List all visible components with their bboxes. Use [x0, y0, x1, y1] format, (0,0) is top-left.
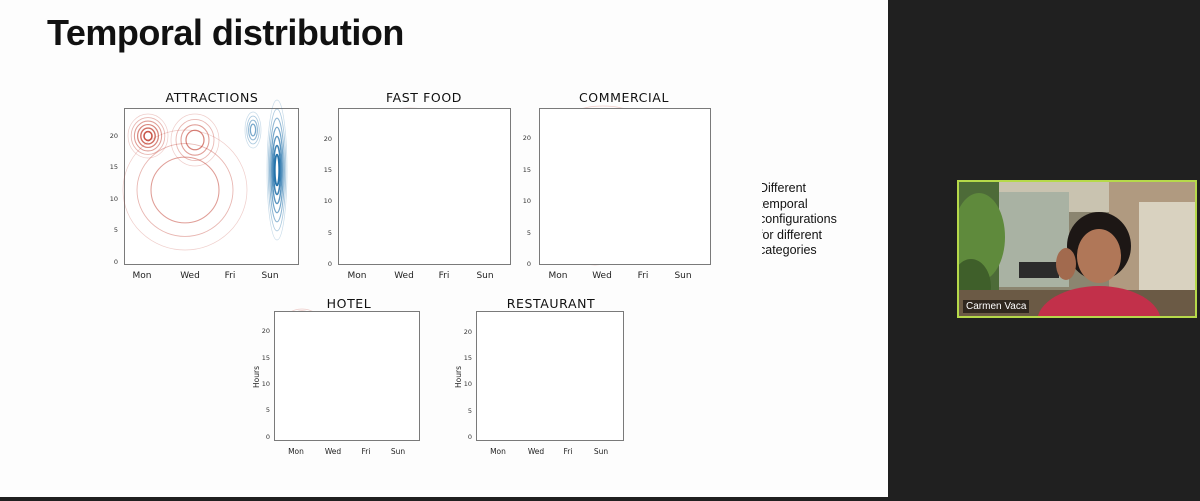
y-tick: 0 — [113, 258, 118, 266]
chart-title-attractions: ATTRACTIONS — [165, 90, 259, 105]
contour-line — [273, 153, 281, 187]
y-tick: 10 — [522, 197, 531, 205]
x-tick: Fri — [224, 271, 236, 281]
contour-line — [127, 113, 169, 159]
y-tick: 15 — [323, 166, 332, 174]
contour-line — [267, 108, 287, 232]
contour-line — [180, 124, 210, 156]
contour-line — [244, 111, 262, 149]
x-tick: Fri — [438, 271, 450, 281]
side-note-line: for different — [762, 227, 823, 242]
side-note-line: Different — [762, 181, 807, 195]
contour-line — [271, 135, 283, 205]
x-tick: Sun — [674, 271, 692, 281]
slide-title: Temporal distribution — [47, 12, 404, 53]
y-tick: 0 — [327, 260, 332, 268]
y-tick: 10 — [261, 380, 270, 388]
y-tick: 20 — [109, 132, 118, 140]
x-tick: Fri — [361, 447, 371, 456]
contour-line — [136, 123, 160, 149]
presentation-slide: Temporal distribution ATTRACTIONS 20 15 … — [0, 0, 888, 497]
y-tick: 20 — [463, 328, 472, 336]
y-tick: 5 — [526, 229, 531, 237]
x-tick: Mon — [132, 271, 152, 281]
participant-video-feed — [959, 182, 1195, 316]
x-tick: Wed — [324, 447, 342, 456]
side-note-line: categories — [762, 243, 817, 257]
contour-line — [272, 144, 282, 196]
x-tick: Mon — [490, 447, 506, 456]
side-note-line: temporal — [762, 196, 808, 211]
contour-line — [150, 156, 220, 224]
contour-line — [140, 127, 156, 145]
y-tick: 20 — [323, 135, 332, 143]
y-tick: 5 — [265, 406, 270, 414]
x-tick: Wed — [592, 271, 612, 281]
x-tick: Sun — [476, 271, 494, 281]
x-tick: Mon — [548, 271, 568, 281]
y-tick: 5 — [327, 229, 332, 237]
x-tick: Mon — [288, 447, 304, 456]
contour-line — [185, 129, 205, 151]
side-note: Different temporal configurations for di… — [762, 181, 872, 259]
contour-line — [269, 117, 285, 223]
contour-line — [270, 126, 284, 214]
chart-title-commercial: COMMERCIAL — [578, 90, 670, 105]
x-tick: Fri — [563, 447, 573, 456]
y-tick: 0 — [526, 260, 531, 268]
contour-plot-restaurant — [476, 311, 624, 441]
contour-line — [175, 118, 215, 162]
y-tick: 15 — [261, 354, 270, 362]
y-tick: 10 — [323, 197, 332, 205]
y-tick: 20 — [261, 327, 270, 335]
contour-line — [246, 115, 260, 145]
contour-line — [249, 123, 257, 137]
chart-title-hotel: HOTEL — [326, 296, 372, 311]
y-tick: 15 — [109, 163, 118, 171]
x-tick: Wed — [180, 271, 200, 281]
contour-plot-fast-food — [338, 108, 511, 265]
contour-plot-hotel — [274, 311, 420, 441]
contour-plot-attractions — [124, 108, 299, 265]
contour-line — [266, 99, 288, 241]
y-tick: 0 — [467, 433, 472, 441]
contour-line — [133, 120, 163, 152]
contour-line — [170, 113, 220, 167]
y-tick: 0 — [265, 433, 270, 441]
side-note-line: configurations — [762, 212, 837, 226]
contour-line — [122, 129, 248, 251]
participant-video-tile[interactable]: Carmen Vaca — [957, 180, 1197, 318]
y-tick: 20 — [522, 134, 531, 142]
contour-plot-commercial — [539, 108, 711, 265]
x-tick: Wed — [527, 447, 545, 456]
contour-line — [143, 130, 153, 142]
y-tick: 15 — [463, 354, 472, 362]
x-tick: Mon — [347, 271, 367, 281]
chart-title-fast-food: FAST FOOD — [385, 90, 463, 105]
y-tick: 15 — [522, 166, 531, 174]
x-tick: Fri — [637, 271, 649, 281]
contour-line — [130, 117, 166, 155]
x-tick: Sun — [390, 447, 406, 456]
x-tick: Sun — [261, 271, 279, 281]
contour-line — [136, 143, 234, 237]
y-tick: 5 — [467, 407, 472, 415]
contour-line — [248, 119, 258, 141]
chart-title-restaurant: RESTAURANT — [506, 296, 596, 311]
x-tick: Wed — [394, 271, 414, 281]
participant-name-label: Carmen Vaca — [963, 300, 1030, 313]
y-tick: 10 — [109, 195, 118, 203]
y-tick: 5 — [113, 226, 118, 234]
y-tick: 10 — [463, 380, 472, 388]
x-tick: Sun — [593, 447, 609, 456]
